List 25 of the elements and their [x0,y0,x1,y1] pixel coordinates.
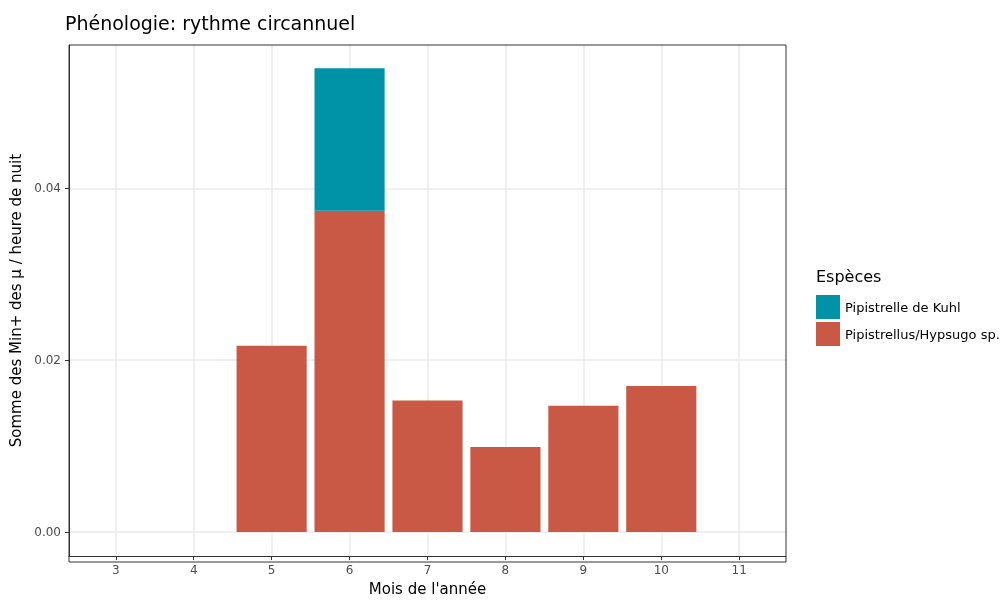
bar [626,386,697,533]
x-axis-title: Mois de l'année [368,579,487,598]
x-tick-label: 5 [267,563,276,578]
bar [314,68,385,211]
chart-title: Phénologie: rythme circannuel [65,11,356,34]
x-tick-label: 8 [501,563,510,578]
bar [236,345,307,533]
y-tick-label: 0.00 [34,525,61,540]
bar [392,400,463,533]
y-axis-title: Somme des Min+ des µ / heure de nuit [6,153,25,448]
x-tick-label: 4 [189,563,198,578]
legend-label: Pipistrelle de Kuhl [845,299,961,315]
y-tick-label: 0.02 [34,353,61,368]
bar [314,210,385,533]
x-tick-label: 6 [345,563,354,578]
legend-label: Pipistrellus/Hypsugo sp. [845,326,1000,342]
x-tick-label: 3 [111,563,120,578]
bar [548,405,619,533]
legend-title: Espèces [816,266,882,286]
x-tick-label: 11 [731,563,747,578]
bar [470,447,541,533]
x-tick-label: 7 [423,563,432,578]
y-tick-label: 0.04 [34,181,61,196]
x-tick-label: 9 [579,563,588,578]
x-tick-label: 10 [653,563,669,578]
